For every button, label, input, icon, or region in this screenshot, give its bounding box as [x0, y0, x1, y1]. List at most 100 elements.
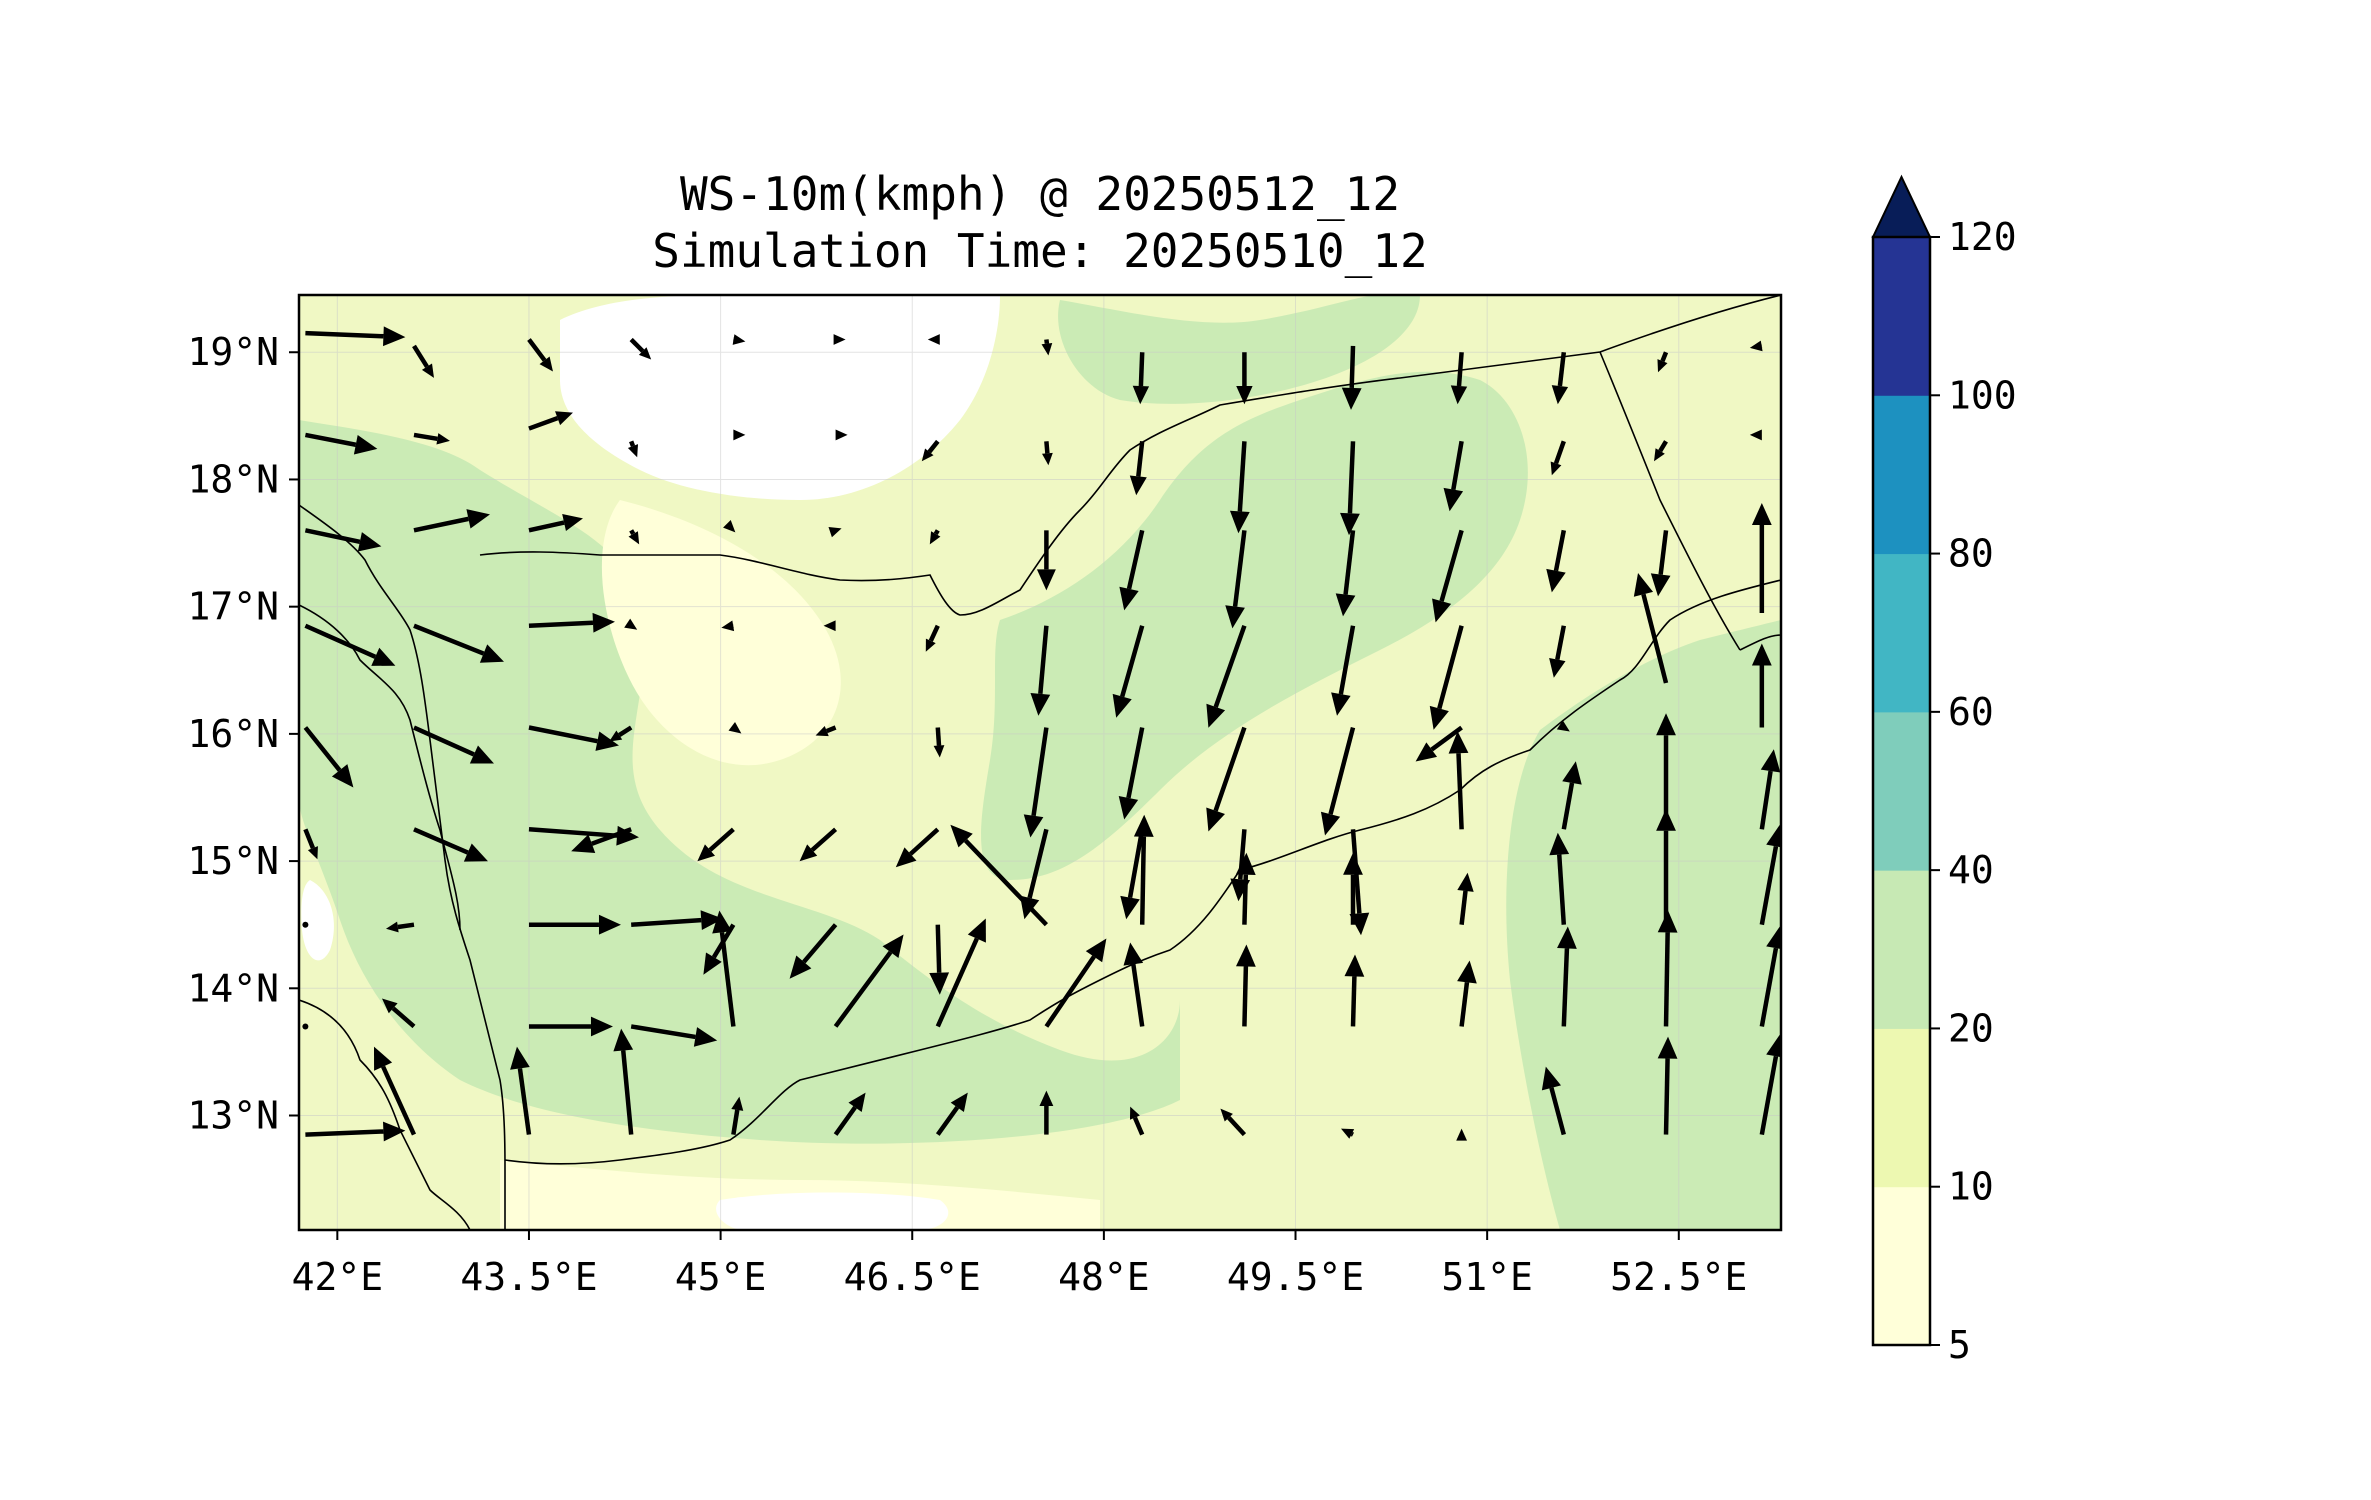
wind-arrow	[1759, 1034, 1781, 1135]
colorbar-segment	[1873, 711, 1930, 871]
wind-arrow	[381, 998, 416, 1029]
wind-arrow	[1036, 530, 1056, 591]
wind-arrow	[925, 624, 940, 652]
wind-arrow	[789, 923, 838, 979]
wind-arrow	[1041, 339, 1053, 356]
wind-arrow	[629, 337, 652, 360]
colorbar-segment	[1873, 1186, 1930, 1346]
wind-arrow	[1341, 345, 1362, 410]
wind-arrow	[935, 1092, 968, 1136]
wind-arrow	[1429, 625, 1464, 730]
wind-arrow	[828, 527, 842, 538]
wind-arrow	[1118, 727, 1145, 820]
wind-arrow	[1320, 726, 1356, 836]
wind-arrow	[1132, 352, 1150, 405]
wind-arrow	[1129, 1106, 1145, 1136]
wind-arrow	[304, 623, 396, 666]
colorbar-segment	[1873, 237, 1930, 396]
x-tick-label: 49.5°E	[1227, 1255, 1364, 1299]
wind-arrow	[1759, 749, 1781, 830]
wind-arrow	[1549, 832, 1570, 925]
wind-arrow	[799, 827, 838, 862]
wind-arrow	[1432, 529, 1464, 623]
wind-arrow	[1656, 808, 1676, 925]
wind-arrow	[1751, 503, 1772, 614]
wind-arrow	[1657, 351, 1669, 373]
yemen-oman-border	[1599, 351, 1741, 651]
wind-arrow	[1546, 529, 1567, 593]
wind-arrow	[1129, 441, 1147, 496]
wind-arrow	[1112, 625, 1145, 718]
wind-arrow	[385, 921, 415, 933]
wind-arrow	[571, 827, 632, 854]
wind-arrow	[1341, 1128, 1355, 1139]
wind-arrow	[528, 914, 621, 935]
wind-arrow	[413, 509, 490, 533]
wind-arrow	[921, 439, 940, 462]
wind-arrow	[413, 432, 450, 445]
colorbar-segment	[1873, 553, 1930, 713]
wind-arrow	[833, 334, 846, 345]
wind-arrow	[697, 827, 735, 862]
wind-arrow	[1123, 942, 1145, 1027]
wind-arrow	[302, 1023, 309, 1030]
wind-arrow	[833, 1092, 866, 1136]
wind-arrow	[721, 620, 735, 632]
shading-5-10-gulf	[716, 1192, 949, 1230]
wind-arrow	[1235, 944, 1256, 1027]
wind-arrow	[1549, 625, 1567, 678]
wind-arrow	[630, 1024, 718, 1047]
wind-arrow	[1443, 440, 1464, 512]
y-tick-label: 16°N	[187, 712, 279, 756]
wind-arrow	[1044, 938, 1107, 1028]
colorbar-label: 80	[1948, 532, 1994, 576]
wind-arrow	[1749, 340, 1763, 352]
title-line-2: Simulation Time: 20250510_12	[652, 224, 1427, 278]
x-tick-label: 48°E	[1058, 1255, 1150, 1299]
wind-arrow	[609, 725, 633, 742]
saudi-yemen-border	[299, 504, 506, 1230]
wind-arrow	[1550, 440, 1566, 476]
wind-arrow	[1556, 720, 1570, 732]
wind-arrow	[733, 429, 746, 441]
y-tick-label: 17°N	[187, 585, 279, 629]
wind-arrow	[732, 334, 746, 345]
wind-arrow	[1133, 814, 1154, 925]
x-tick-label: 46.5°E	[844, 1255, 981, 1299]
colorbar-segment	[1873, 1028, 1930, 1188]
wind-arrow	[1551, 351, 1569, 405]
shading-5-10-red-sea	[301, 880, 334, 961]
wind-arrow	[303, 828, 318, 860]
wind-arrow	[305, 326, 406, 347]
x-tick-label: 43.5°E	[460, 1255, 597, 1299]
wind-arrow	[895, 827, 940, 868]
wind-arrow	[1344, 954, 1365, 1027]
y-tick-label: 18°N	[187, 457, 279, 501]
wind-arrow	[728, 721, 742, 734]
wind-arrow	[624, 618, 638, 630]
yemen-saudi-border-north	[479, 295, 1781, 616]
wind-arrow	[1335, 530, 1356, 617]
shading-5-10-desert-north	[560, 295, 1000, 500]
wind-arrow	[631, 910, 724, 931]
x-tick-label: 52.5°E	[1610, 1255, 1747, 1299]
grid	[299, 295, 1781, 1230]
wind-arrow	[528, 612, 615, 633]
wind-arrow	[1448, 731, 1469, 830]
x-axis-ticks: 42°E 43.5°E 45°E 46.5°E 48°E 49.5°E 51°E 52.5°E	[292, 1230, 1747, 1299]
wind-arrow	[1039, 1090, 1054, 1135]
wind-arrow	[723, 520, 736, 533]
wind-arrow	[950, 824, 1049, 927]
yemen-coastline-south	[504, 579, 1781, 1165]
wind-arrow	[1751, 643, 1772, 728]
wind-arrow	[1759, 824, 1781, 926]
wind-arrow	[1023, 727, 1049, 838]
y-tick-label: 15°N	[187, 839, 279, 883]
wind-arrow	[1119, 529, 1145, 611]
wind-arrow	[731, 1096, 744, 1135]
x-tick-label: 51°E	[1441, 1255, 1533, 1299]
wind-arrow	[1657, 1036, 1678, 1135]
wind-arrow	[1343, 852, 1363, 925]
x-tick-label: 45°E	[675, 1255, 767, 1299]
shading-10-20-belt-west	[299, 420, 1180, 1144]
